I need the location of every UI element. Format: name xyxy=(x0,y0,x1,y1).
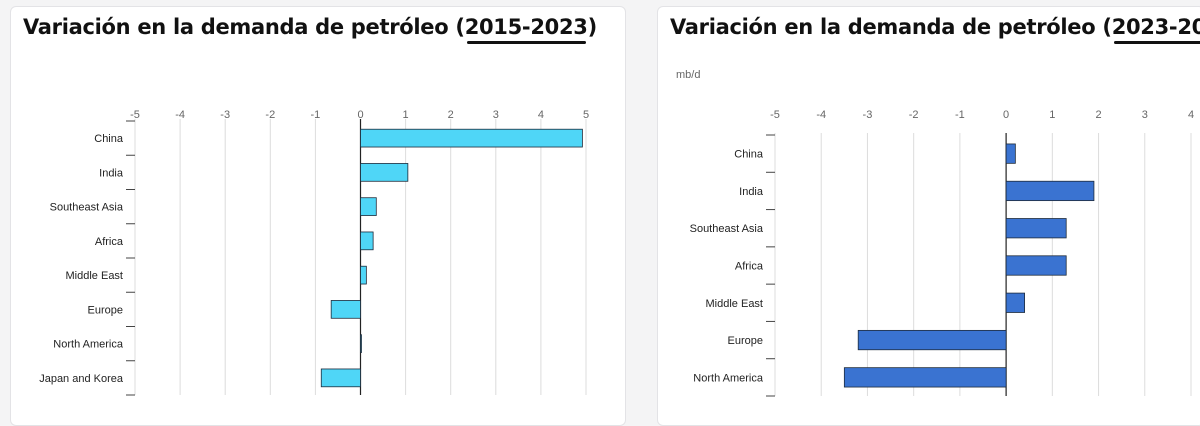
title-right-years: 2023-2035 xyxy=(1112,15,1200,44)
left-category-label: Japan and Korea xyxy=(39,373,124,385)
left-x-tick-label: 2 xyxy=(448,109,454,121)
left-category-label: Southeast Asia xyxy=(50,202,124,214)
left-x-tick-label: 3 xyxy=(493,109,499,121)
chart-panel-2023-2035: Variación en la demanda de petróleo (202… xyxy=(657,6,1200,426)
title-right-prefix: Variación en la demanda de petróleo ( xyxy=(670,15,1112,39)
right-category-label: Southeast Asia xyxy=(690,223,764,235)
right-bar-middle-east xyxy=(1005,292,1026,313)
right-x-tick-label: -4 xyxy=(816,109,826,121)
chart-panel-2015-2023: Variación en la demanda de petróleo (201… xyxy=(10,6,626,426)
right-x-tick-label: 2 xyxy=(1095,109,1101,121)
left-category-label: India xyxy=(99,167,124,179)
right-bar-africa xyxy=(1005,255,1067,276)
right-bar-europe xyxy=(857,329,1007,351)
left-category-label: Europe xyxy=(88,304,123,316)
left-x-tick-label: -5 xyxy=(130,109,140,121)
right-category-label: Middle East xyxy=(706,298,763,310)
right-bar-southeast-asia xyxy=(1005,218,1067,239)
title-left-years: 2015-2023 xyxy=(464,15,588,44)
right-category-label: India xyxy=(739,186,764,198)
right-x-tick-label: -5 xyxy=(770,109,780,121)
left-category-label: Africa xyxy=(95,236,124,248)
unit-label-right: mb/d xyxy=(676,69,701,81)
right-x-tick-label: -2 xyxy=(909,109,919,121)
bar-chart-right: -5 -4 -3 -2 -1 0 1 2 3 4 China India Southeast Asia A… xyxy=(690,109,1194,397)
left-category-label: North America xyxy=(53,339,124,351)
left-x-tick-label: 4 xyxy=(538,109,544,121)
left-bar-india xyxy=(360,163,409,182)
right-x-tick-label: 3 xyxy=(1142,109,1148,121)
left-bar-middle-east xyxy=(360,265,367,285)
left-bar-north-america xyxy=(360,334,362,353)
left-bar-europe xyxy=(330,300,361,319)
right-x-tick-label: 0 xyxy=(1003,109,1009,121)
title-left-suffix: ) xyxy=(587,15,598,39)
right-category-label: China xyxy=(734,149,764,161)
right-x-tick-label: 4 xyxy=(1188,109,1194,121)
right-x-tick-label: 1 xyxy=(1049,109,1055,121)
chart-title-right: Variación en la demanda de petróleo (202… xyxy=(670,15,1200,44)
left-bar-japan-and-korea xyxy=(320,368,361,388)
right-category-label: Africa xyxy=(735,261,764,273)
left-x-tick-label: 5 xyxy=(583,109,589,121)
left-bar-china xyxy=(360,128,583,148)
left-x-tick-label: 1 xyxy=(403,109,409,121)
left-x-tick-label: -1 xyxy=(311,109,321,121)
left-x-tick-label: -4 xyxy=(175,109,185,121)
right-bar-north-america xyxy=(843,367,1007,388)
right-x-tick-label: -1 xyxy=(955,109,965,121)
right-bar-india xyxy=(1005,180,1095,202)
right-category-label: Europe xyxy=(728,335,763,347)
bar-chart-left: -5 -4 -3 -2 -1 0 1 2 3 4 5 China India Southeast Asia… xyxy=(39,109,589,396)
right-x-tick-label: -3 xyxy=(863,109,873,121)
left-bar-africa xyxy=(360,231,374,251)
right-bar-china xyxy=(1005,143,1016,164)
chart-title-left: Variación en la demanda de petróleo (201… xyxy=(23,15,598,44)
left-x-tick-label: -2 xyxy=(265,109,275,121)
right-category-label: North America xyxy=(693,372,764,384)
title-left-prefix: Variación en la demanda de petróleo ( xyxy=(23,15,465,39)
left-x-tick-label: 0 xyxy=(357,109,363,121)
left-bar-southeast-asia xyxy=(360,197,377,216)
left-x-tick-label: -3 xyxy=(220,109,230,121)
left-category-label: Middle East xyxy=(66,270,123,282)
left-category-label: China xyxy=(94,133,124,145)
